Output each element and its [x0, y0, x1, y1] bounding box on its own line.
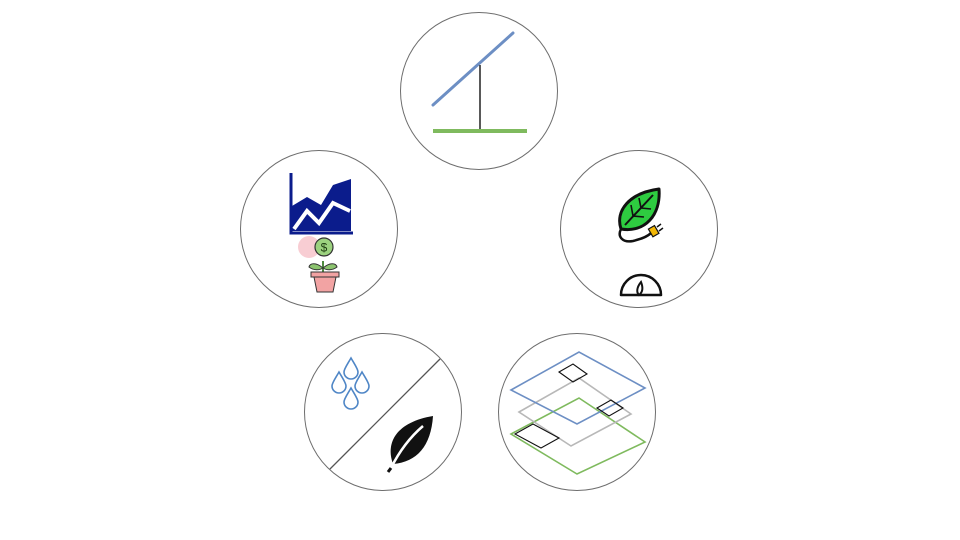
solar-panel-icon: [431, 31, 515, 107]
water-crop-node: [304, 333, 462, 491]
solar-tracker-node: [400, 12, 558, 170]
land-layers-graphic: [509, 351, 647, 475]
water-drops-icon: [331, 356, 370, 410]
energy-node: [560, 150, 718, 308]
leaf-icon: [386, 416, 433, 473]
energy-graphic: [618, 187, 664, 297]
solar-tracker-graphic: [431, 31, 527, 133]
economics-graphic: $: [289, 173, 353, 293]
svg-text:$: $: [321, 241, 328, 255]
area-chart-icon: [289, 173, 353, 235]
land-layers-node: [498, 333, 656, 491]
gauge-icon: [619, 273, 663, 297]
money-plant-icon: $: [298, 236, 340, 293]
water-crop-graphic: [328, 356, 442, 473]
economics-node: $: [240, 150, 398, 308]
divider-line: [328, 357, 442, 471]
eco-leaf-plug-icon: [618, 187, 664, 243]
stacked-layers-icon: [509, 351, 647, 475]
